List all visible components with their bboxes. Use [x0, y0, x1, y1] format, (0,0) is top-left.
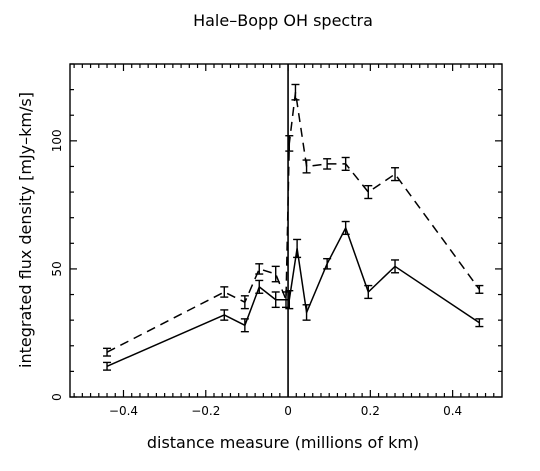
chart-title: Hale–Bopp OH spectra — [193, 11, 373, 30]
y-axis-ticks: 0 50 100 — [50, 63, 502, 401]
plot-area: −0.4 −0.2 0 0.2 0.4 0 50 100 — [50, 63, 503, 418]
error-bar — [302, 304, 311, 321]
x-tick-label: 0.2 — [361, 404, 380, 418]
y-tick-label: 50 — [50, 261, 64, 276]
plot-frame — [69, 63, 503, 398]
error-bar — [364, 184, 373, 200]
error-bar — [323, 257, 332, 270]
y-axis-label: integrated flux density [mJy–km/s] — [16, 92, 35, 368]
error-bar — [103, 361, 112, 371]
y-tick-label: 100 — [50, 129, 64, 152]
error-bar — [291, 83, 300, 101]
error-bar — [391, 167, 400, 182]
solid-series-line — [106, 226, 480, 367]
y-tick-label: 0 — [50, 393, 64, 401]
error-bar — [302, 159, 311, 174]
x-tick-label: −0.2 — [191, 404, 220, 418]
x-tick-label: 0 — [284, 404, 292, 418]
x-axis-label: distance measure (millions of km) — [147, 433, 419, 452]
x-axis-ticks: −0.4 −0.2 0 0.2 0.4 — [73, 64, 495, 418]
error-bar — [293, 238, 302, 259]
error-bar — [475, 284, 484, 294]
x-tick-label: −0.4 — [109, 404, 138, 418]
x-tick-label: 0.4 — [443, 404, 462, 418]
error-bar — [364, 284, 373, 300]
error-bar — [341, 156, 350, 172]
error-bar — [475, 318, 484, 328]
dashed-series-line — [106, 92, 481, 353]
error-bar — [285, 135, 294, 152]
error-bar — [220, 309, 229, 321]
error-bar — [271, 265, 280, 283]
error-bar — [271, 291, 280, 309]
error-bar — [323, 158, 332, 170]
error-bar — [341, 220, 350, 236]
error-bar — [103, 347, 112, 357]
series-layer — [103, 83, 484, 371]
error-bar — [240, 295, 249, 310]
error-bar — [391, 259, 400, 274]
error-bar — [255, 263, 264, 275]
error-bar — [220, 286, 229, 298]
error-bar — [285, 289, 294, 310]
error-bar — [240, 318, 249, 333]
error-bar — [255, 279, 264, 294]
